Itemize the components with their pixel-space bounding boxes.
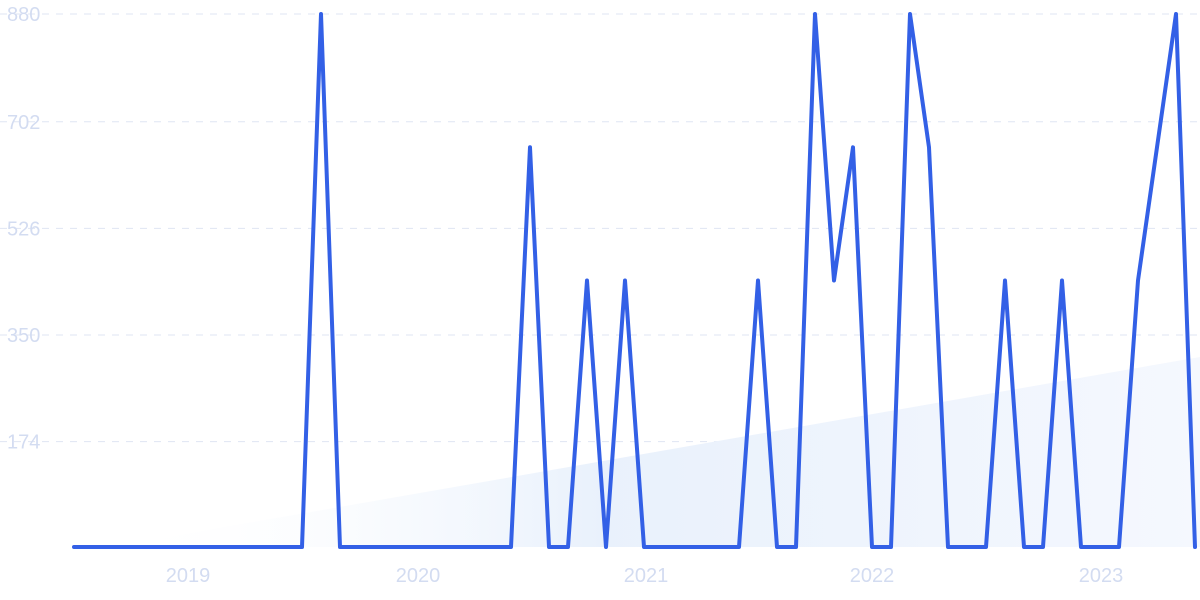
- data-point: [205, 545, 209, 549]
- data-point: [984, 545, 988, 549]
- x-tick-label: 2020: [396, 565, 441, 587]
- data-point: [927, 145, 931, 149]
- data-point: [585, 279, 589, 283]
- data-point: [300, 545, 304, 549]
- data-point: [72, 545, 76, 549]
- x-tick-label: 2022: [850, 565, 895, 587]
- data-point: [376, 545, 380, 549]
- background-area: [110, 357, 1200, 547]
- data-point: [110, 545, 114, 549]
- data-point: [756, 279, 760, 283]
- x-tick-label: 2023: [1079, 565, 1124, 587]
- data-point: [661, 545, 665, 549]
- data-point: [509, 545, 513, 549]
- data-point: [452, 545, 456, 549]
- data-point: [1174, 12, 1178, 16]
- data-point: [851, 145, 855, 149]
- data-point: [1117, 545, 1121, 549]
- data-point: [281, 545, 285, 549]
- data-point: [1136, 279, 1140, 283]
- data-point: [775, 545, 779, 549]
- data-point: [1098, 545, 1102, 549]
- data-point: [528, 145, 532, 149]
- data-point: [1193, 545, 1197, 549]
- x-tick-label: 2019: [166, 565, 211, 587]
- series-layer: [72, 12, 1197, 549]
- data-point: [433, 545, 437, 549]
- data-point: [167, 545, 171, 549]
- series-line: [72, 12, 1197, 549]
- data-point: [1079, 545, 1083, 549]
- y-tick-label: 702: [7, 112, 40, 134]
- data-point: [490, 545, 494, 549]
- data-point: [471, 545, 475, 549]
- data-point: [1003, 279, 1007, 283]
- data-point: [186, 545, 190, 549]
- x-axis-ticks: 2019 2020 2021 2022 2023: [166, 565, 1124, 587]
- data-point: [357, 545, 361, 549]
- data-point: [794, 545, 798, 549]
- data-point: [946, 545, 950, 549]
- data-point: [623, 279, 627, 283]
- data-point: [1041, 545, 1045, 549]
- data-point: [680, 545, 684, 549]
- y-axis-ticks: 880 702 526 350 174: [7, 4, 40, 454]
- data-point: [338, 545, 342, 549]
- data-point: [813, 12, 817, 16]
- data-point: [604, 545, 608, 549]
- data-point: [148, 545, 152, 549]
- data-point: [547, 545, 551, 549]
- y-tick-label: 880: [7, 4, 40, 26]
- data-point: [718, 545, 722, 549]
- data-point: [699, 545, 703, 549]
- data-point: [129, 545, 133, 549]
- y-tick-label: 174: [7, 432, 40, 454]
- data-point: [642, 545, 646, 549]
- data-point: [319, 12, 323, 16]
- data-point: [243, 545, 247, 549]
- y-tick-label: 350: [7, 325, 40, 347]
- data-point: [1022, 545, 1026, 549]
- data-point: [224, 545, 228, 549]
- data-point: [414, 545, 418, 549]
- y-tick-label: 526: [7, 218, 40, 240]
- data-point: [566, 545, 570, 549]
- background-area-shape: [110, 357, 1200, 547]
- data-point: [832, 279, 836, 283]
- data-point: [395, 545, 399, 549]
- data-point: [1155, 145, 1159, 149]
- grid-lines: [0, 13, 1200, 443]
- data-point: [1060, 279, 1064, 283]
- data-point: [91, 545, 95, 549]
- data-point: [889, 545, 893, 549]
- data-point: [262, 545, 266, 549]
- x-tick-label: 2021: [624, 565, 669, 587]
- data-point: [870, 545, 874, 549]
- data-point: [737, 545, 741, 549]
- data-point: [965, 545, 969, 549]
- data-point: [908, 12, 912, 16]
